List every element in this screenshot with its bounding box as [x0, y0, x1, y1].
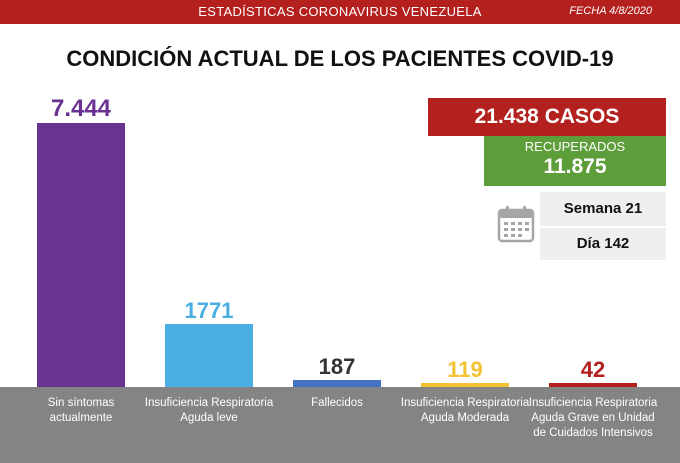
recovered-box: RECUPERADOS 11.875 [484, 136, 666, 186]
category-label-4: Insuficiencia Respiratoria Aguda Grave e… [528, 397, 658, 439]
bar-1 [165, 324, 253, 387]
bar-0 [37, 123, 125, 387]
header-date: FECHA 4/8/2020 [569, 5, 652, 17]
category-label-band [0, 387, 680, 463]
category-label-1: Insuficiencia Respiratoria Aguda leve [144, 397, 274, 424]
chart-title: CONDICIÓN ACTUAL DE LOS PACIENTES COVID-… [66, 46, 614, 71]
recovered-label: RECUPERADOS [524, 139, 626, 154]
week-box: Semana 21 [540, 192, 666, 226]
bar-value-label-1: 1771 [184, 298, 234, 324]
calendar-icon [497, 206, 535, 243]
category-label-2: Fallecidos [311, 397, 363, 409]
bar-4 [549, 383, 637, 387]
recovered-value: 11.875 [543, 155, 607, 178]
category-label-3: Insuficiencia Respiratoria Aguda Moderad… [400, 397, 530, 424]
bar-value-label-2: 187 [318, 354, 356, 380]
bar-3 [421, 382, 509, 387]
bar-value-label-0: 7.444 [50, 95, 112, 122]
category-label-0: Sin síntomas actualmente [47, 397, 115, 424]
bar-value-label-4: 42 [580, 357, 606, 382]
bar-value-label-3: 119 [447, 356, 483, 382]
total-cases-box: 21.438 CASOS [428, 98, 666, 136]
day-box: Día 142 [540, 228, 666, 260]
bar-2 [293, 380, 381, 387]
header-bar: ESTADÍSTICAS CORONAVIRUS VENEZUELA FECHA… [0, 0, 680, 24]
header-title: ESTADÍSTICAS CORONAVIRUS VENEZUELA [198, 4, 482, 19]
